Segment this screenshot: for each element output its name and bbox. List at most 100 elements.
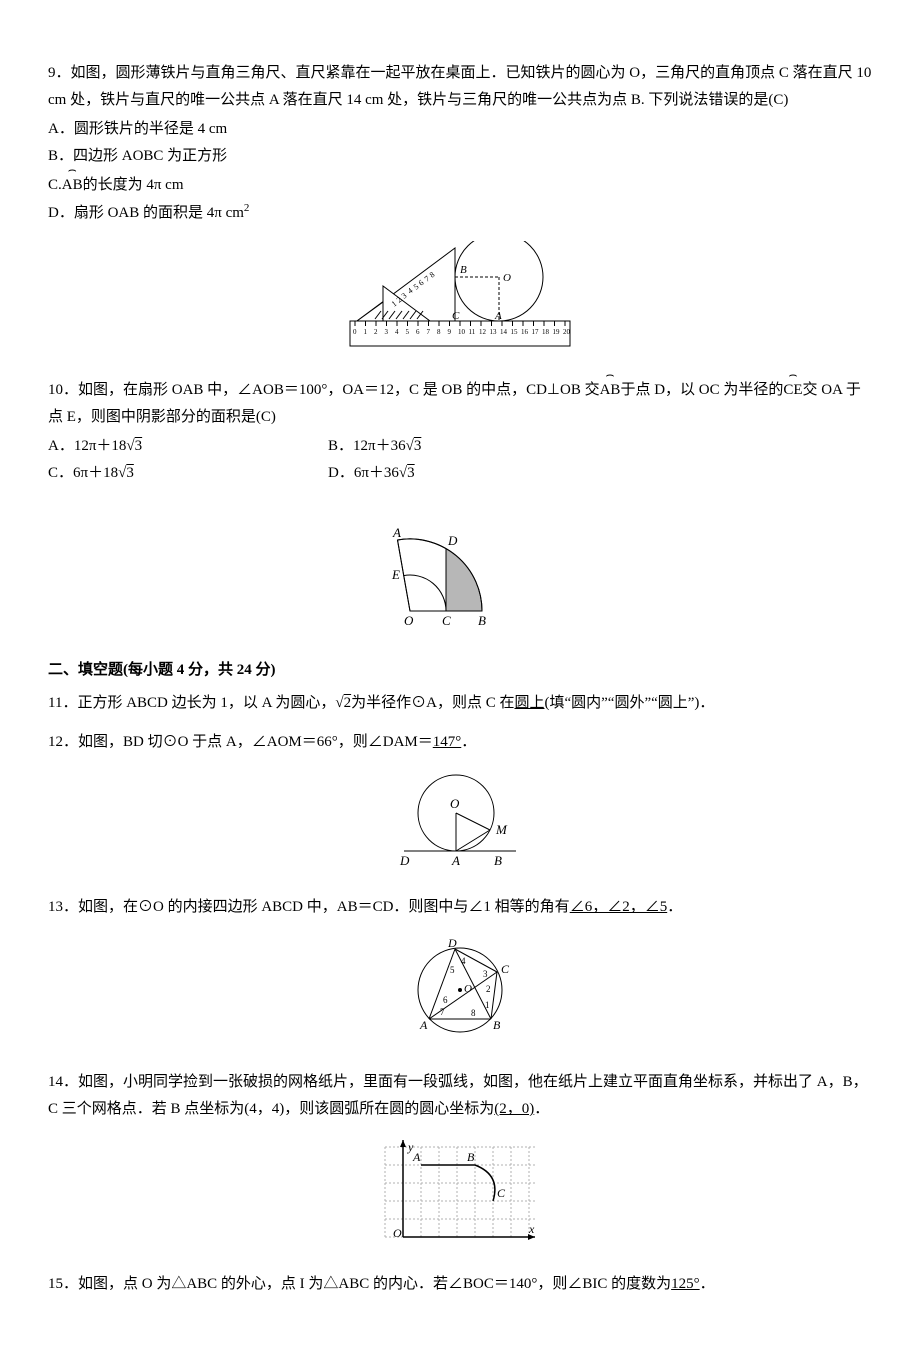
option-10d: D．6π＋36√3 <box>328 460 608 487</box>
svg-text:5: 5 <box>450 965 455 975</box>
option-10a: A．12π＋18√3 <box>48 433 328 460</box>
svg-text:7: 7 <box>427 328 431 336</box>
figure-13: D C B A O 1 2 3 4 5 6 7 8 <box>48 935 872 1055</box>
problem-13-end: ． <box>667 899 682 915</box>
svg-text:A: A <box>494 310 502 322</box>
option-9a: A．圆形铁片的半径是 4 cm <box>48 116 872 143</box>
svg-text:4: 4 <box>461 956 466 966</box>
svg-text:0: 0 <box>353 328 357 336</box>
svg-text:17: 17 <box>532 328 540 336</box>
svg-text:18: 18 <box>542 328 550 336</box>
problem-15-answer: 125° <box>671 1276 700 1292</box>
svg-text:B: B <box>494 853 502 868</box>
svg-text:20: 20 <box>563 328 571 336</box>
svg-text:9: 9 <box>448 328 452 336</box>
problem-15-end: ． <box>700 1276 715 1292</box>
problem-11-answer: 圆上 <box>514 695 544 711</box>
svg-text:13: 13 <box>490 328 498 336</box>
arc-ab-10: ⌢AB <box>600 375 621 404</box>
problem-9-options: A．圆形铁片的半径是 4 cm B．四边形 AOBC 为正方形 C.⌢AB的长度… <box>48 116 872 227</box>
problem-15-num: 15 <box>48 1276 63 1292</box>
svg-text:B: B <box>460 264 467 276</box>
svg-text:O: O <box>450 796 460 811</box>
svg-text:3: 3 <box>385 328 389 336</box>
svg-text:12: 12 <box>479 328 487 336</box>
problem-14-answer: (2，0) <box>494 1101 534 1117</box>
problem-14-end: ． <box>534 1101 549 1117</box>
svg-text:19: 19 <box>553 328 561 336</box>
svg-text:C: C <box>452 310 460 322</box>
svg-text:5: 5 <box>406 328 410 336</box>
arc-ce-10: ⌢CE <box>783 375 802 404</box>
svg-text:8: 8 <box>471 1008 476 1018</box>
svg-text:B: B <box>467 1150 475 1164</box>
svg-text:7: 7 <box>440 1007 445 1017</box>
problem-13: 13．如图，在⊙O 的内接四边形 ABCD 中，AB＝CD．则图中与∠1 相等的… <box>48 894 872 1055</box>
figure-12: O M D A B <box>48 770 872 880</box>
option-9d-sup: 2 <box>244 202 250 214</box>
problem-10: 10．如图，在扇形 OAB 中，∠AOB＝100°，OA＝12，C 是 OB 的… <box>48 375 872 641</box>
option-9d-text: D．扇形 OAB 的面积是 4π cm <box>48 205 244 221</box>
problem-15: 15．如图，点 O 为△ABC 的外心，点 I 为△ABC 的内心．若∠BOC＝… <box>48 1271 872 1298</box>
problem-12-end: ． <box>461 734 476 750</box>
problem-9-num: 9 <box>48 65 56 81</box>
problem-13-num: 13 <box>48 899 63 915</box>
problem-9-text: 9．如图，圆形薄铁片与直角三角尺、直尺紧靠在一起平放在桌面上．已知铁片的圆心为 … <box>48 65 871 108</box>
option-9c-pre: C. <box>48 177 62 193</box>
svg-text:15: 15 <box>511 328 519 336</box>
problem-12-text: ．如图，BD 切⊙O 于点 A，∠AOM＝66°，则∠DAM＝ <box>63 734 433 750</box>
svg-text:C: C <box>497 1186 506 1200</box>
problem-10-options: A．12π＋18√3 B．12π＋36√3 C．6π＋18√3 D．6π＋36√… <box>48 433 872 487</box>
problem-11-pre: ．正方形 ABCD 边长为 1，以 A 为圆心， <box>62 695 335 711</box>
figure-14: A B C O x y <box>48 1137 872 1257</box>
svg-text:11: 11 <box>469 328 476 336</box>
section-2-title: 二、填空题(每小题 4 分，共 24 分) <box>48 657 872 684</box>
problem-11: 11．正方形 ABCD 边长为 1，以 A 为圆心，√2为半径作⊙A，则点 C … <box>48 690 872 717</box>
problem-11-mid: 为半径作⊙A，则点 C 在 <box>351 695 514 711</box>
svg-text:A: A <box>419 1018 428 1032</box>
svg-text:1: 1 <box>364 328 368 336</box>
svg-text:O: O <box>404 613 414 628</box>
svg-text:x: x <box>528 1222 535 1236</box>
svg-text:8: 8 <box>437 328 441 336</box>
arc-ab-text: AB <box>62 177 83 193</box>
svg-text:D: D <box>447 936 457 950</box>
problem-13-answer: ∠6，∠2，∠5 <box>570 899 668 915</box>
problem-13-text: ．如图，在⊙O 的内接四边形 ABCD 中，AB＝CD．则图中与∠1 相等的角有 <box>63 899 570 915</box>
problem-10-num: 10 <box>48 382 63 398</box>
arc-ab: ⌢AB <box>62 170 83 199</box>
problem-10-stem2: 于点 D，以 OC 为半径的 <box>620 382 783 398</box>
svg-text:O: O <box>464 983 472 995</box>
svg-text:6: 6 <box>443 995 448 1005</box>
problem-10-text: 10．如图，在扇形 OAB 中，∠AOB＝100°，OA＝12，C 是 OB 的… <box>48 382 861 425</box>
figure-9: 01234567891011121314151617181920 1 2 3 4… <box>48 241 872 361</box>
svg-text:D: D <box>447 533 458 548</box>
svg-text:3: 3 <box>483 969 488 979</box>
svg-text:A: A <box>451 853 460 868</box>
option-9d: D．扇形 OAB 的面积是 4π cm2 <box>48 199 872 227</box>
option-9c-post: 的长度为 4π cm <box>83 177 184 193</box>
svg-text:B: B <box>493 1018 501 1032</box>
svg-text:2: 2 <box>374 328 378 336</box>
svg-text:C: C <box>501 962 510 976</box>
option-9c: C.⌢AB的长度为 4π cm <box>48 170 872 199</box>
svg-text:y: y <box>407 1140 414 1154</box>
problem-15-text: ．如图，点 O 为△ABC 的外心，点 I 为△ABC 的内心．若∠BOC＝14… <box>63 1276 671 1292</box>
problem-11-num: 11 <box>48 695 62 711</box>
svg-text:O: O <box>393 1226 402 1240</box>
problem-11-end: (填“圆内”“圆外”“圆上”)． <box>544 695 714 711</box>
svg-text:1: 1 <box>485 1000 490 1010</box>
problem-12-num: 12 <box>48 734 63 750</box>
svg-text:6: 6 <box>416 328 420 336</box>
svg-text:A: A <box>412 1150 421 1164</box>
svg-text:O: O <box>503 272 511 284</box>
svg-text:M: M <box>495 822 508 837</box>
svg-text:4: 4 <box>395 328 399 336</box>
problem-14-text: ．如图，小明同学捡到一张破损的网格纸片，里面有一段弧线，如图，他在纸片上建立平面… <box>48 1074 868 1117</box>
problem-12-answer: 147° <box>433 734 462 750</box>
option-9b: B．四边形 AOBC 为正方形 <box>48 143 872 170</box>
problem-9: 9．如图，圆形薄铁片与直角三角尺、直尺紧靠在一起平放在桌面上．已知铁片的圆心为 … <box>48 60 872 361</box>
option-10c: C．6π＋18√3 <box>48 460 328 487</box>
svg-text:A: A <box>392 525 401 540</box>
problem-14-num: 14 <box>48 1074 63 1090</box>
